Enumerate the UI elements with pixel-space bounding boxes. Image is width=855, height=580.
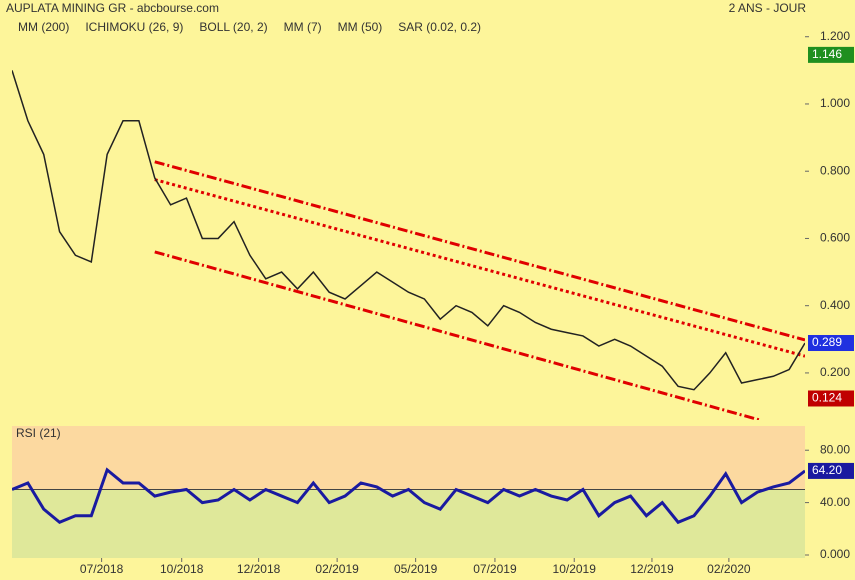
period-label: 2 ANS - JOUR — [729, 1, 807, 15]
legend-entry: ICHIMOKU (26, 9) — [85, 20, 183, 34]
price-box — [808, 46, 854, 63]
y-tick-label: 0.600 — [820, 231, 850, 245]
y-tick-label: 40.00 — [820, 495, 850, 509]
y-tick-label: 0.800 — [820, 163, 850, 177]
price-box-label: 1.146 — [812, 47, 842, 61]
y-tick-label: 1.000 — [820, 96, 850, 110]
y-tick-label: 80.00 — [820, 442, 850, 456]
x-tick-label: 10/2019 — [553, 562, 597, 576]
x-tick-label: 02/2020 — [707, 562, 751, 576]
legend-entry: MM (200) — [18, 20, 69, 34]
price-box-label: 0.289 — [812, 335, 842, 349]
y-tick-label: 0.200 — [820, 365, 850, 379]
x-tick-label: 02/2019 — [315, 562, 359, 576]
series-line — [12, 467, 805, 525]
series-line — [12, 70, 805, 391]
y-tick-label: 0.400 — [820, 298, 850, 312]
channel-line — [154, 178, 805, 358]
price-box — [808, 335, 854, 352]
x-tick-label: 12/2019 — [630, 562, 674, 576]
price-box — [808, 462, 854, 479]
channel-line — [154, 250, 761, 420]
legend-entry: SAR (0.02, 0.2) — [398, 20, 481, 34]
legend-entry: MM (7) — [284, 20, 322, 34]
panel-title: RSI (21) — [16, 426, 61, 440]
y-tick-label: 1.200 — [820, 29, 850, 43]
price-panel: 1.200 1.000 0.800 0.600 0.400 0.200 MM (200) IC… — [12, 20, 854, 420]
x-tick-label: 05/2019 — [394, 562, 438, 576]
rsi-panel: RSI (21) 80.00 40.00 0.000 07/2018 10/2018 12/… — [12, 426, 854, 576]
x-tick-label: 12/2018 — [237, 562, 281, 576]
price-box-label: 0.124 — [812, 391, 842, 405]
y-tick-label: 0.000 — [820, 547, 850, 561]
lower-zone — [12, 489, 805, 558]
chart-title: AUPLATA MINING GR - abcbourse.com — [6, 1, 219, 15]
legend-entry: BOLL (20, 2) — [199, 20, 267, 34]
price-box — [808, 390, 854, 407]
legend-entry: MM (50) — [338, 20, 383, 34]
x-tick-label: 07/2019 — [473, 562, 517, 576]
x-tick-label: 07/2018 — [80, 562, 124, 576]
x-tick-label: 10/2018 — [160, 562, 204, 576]
channel-line — [154, 160, 805, 342]
price-box-label: 64.20 — [812, 463, 842, 477]
upper-zone — [12, 426, 805, 490]
